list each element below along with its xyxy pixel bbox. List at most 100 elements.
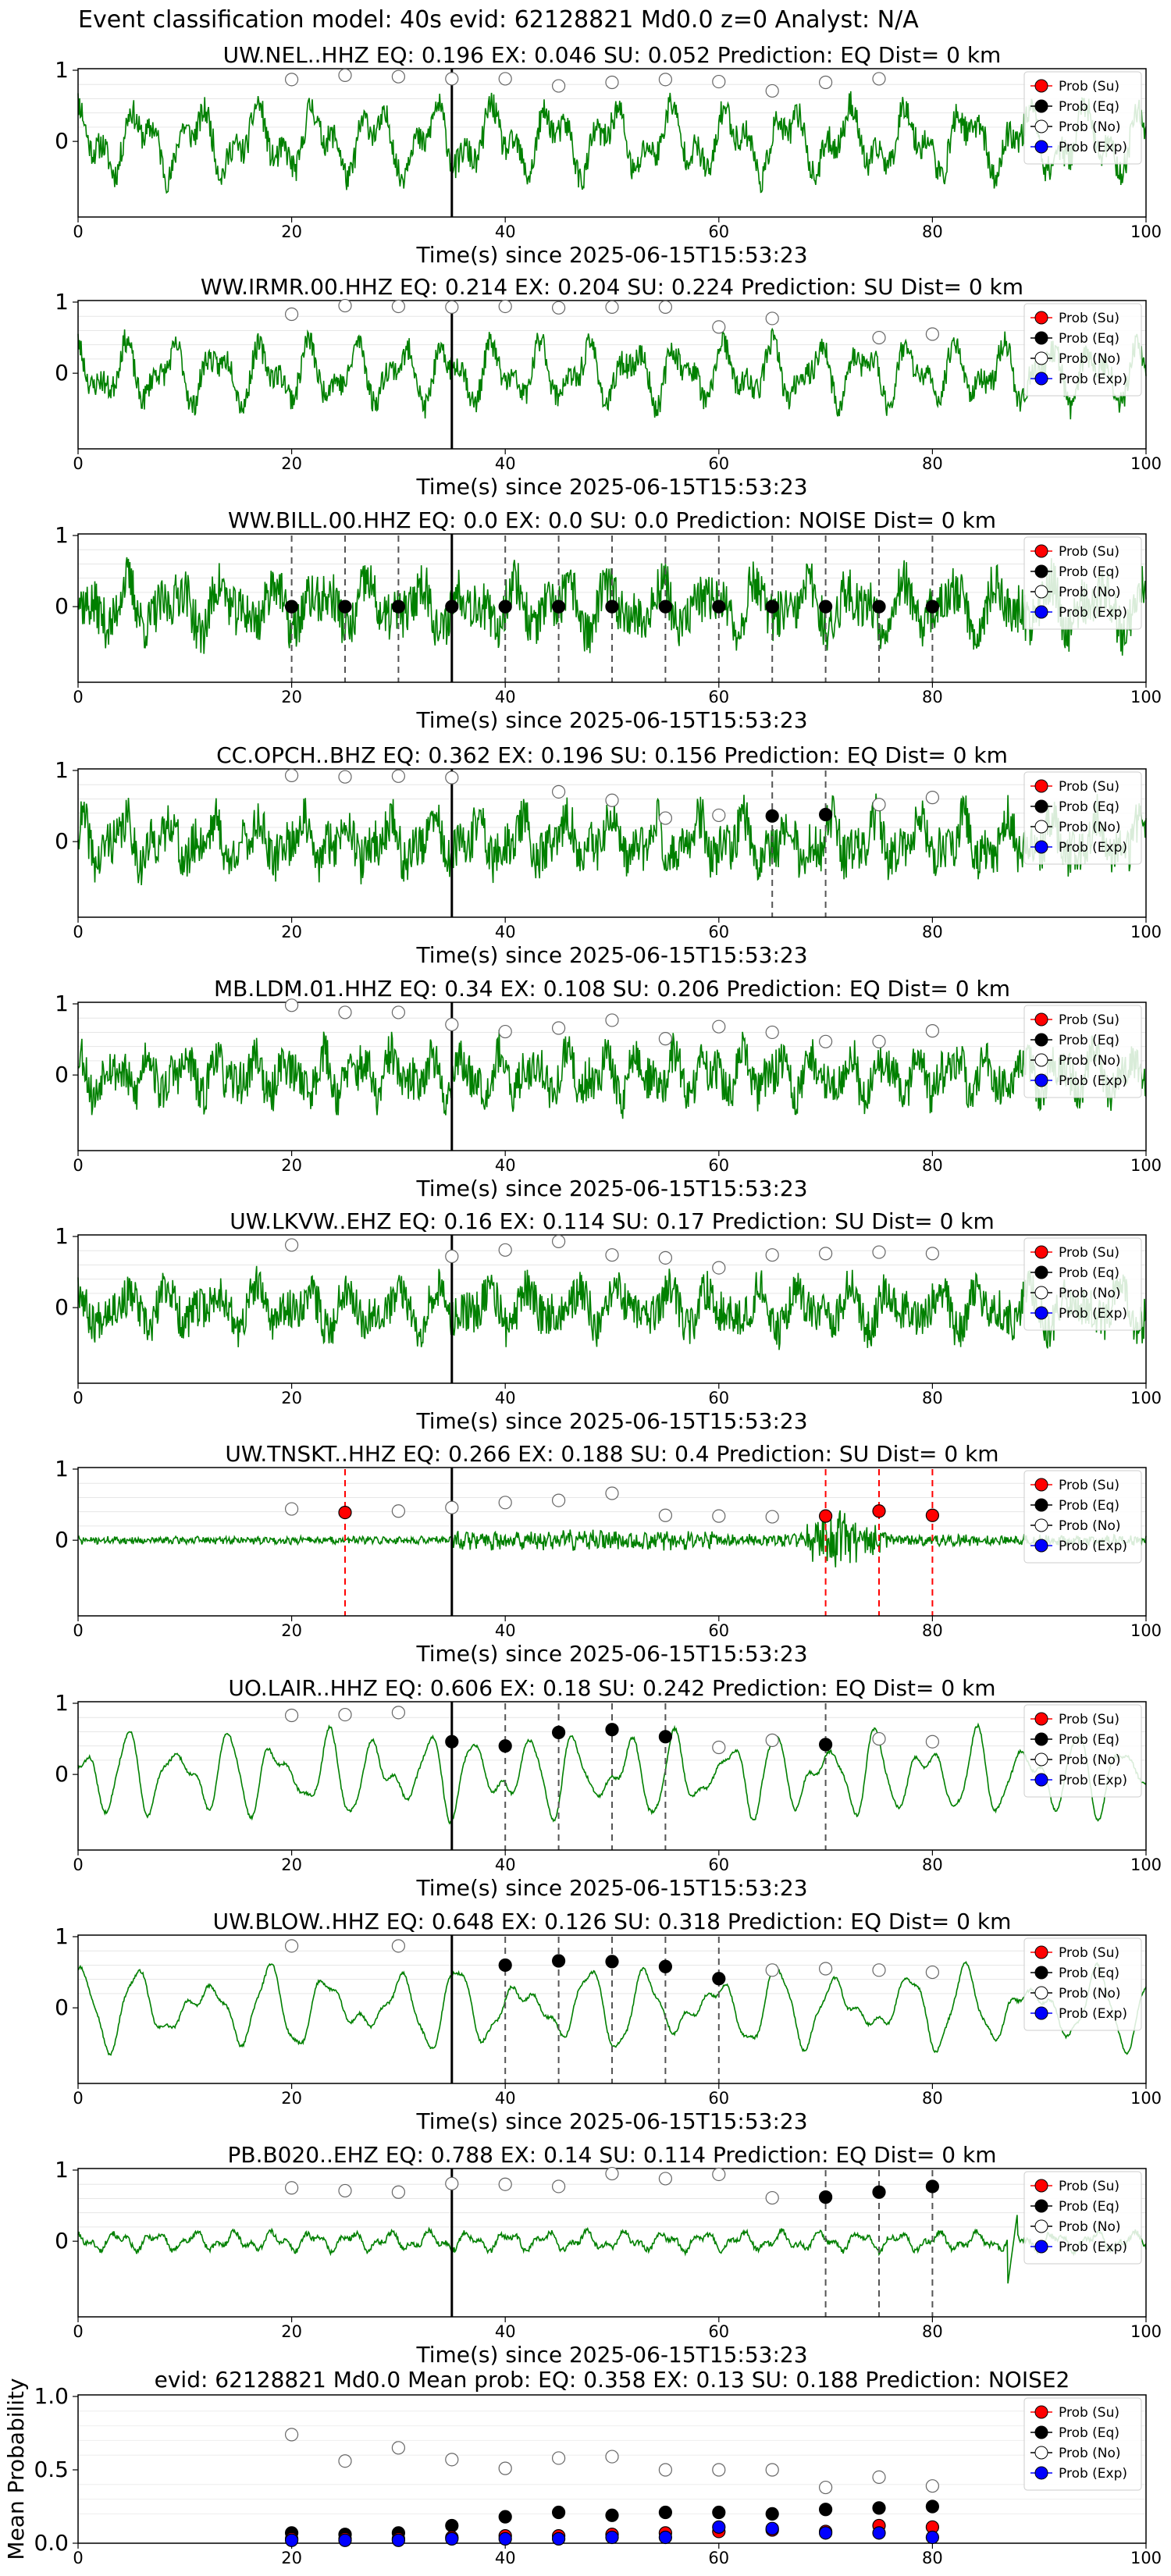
legend-marker-no [1034,1286,1048,1300]
waveform-trace [77,1265,1147,1350]
axes-frame [77,1467,1147,1617]
x-tick-label: 80 [922,1621,943,1640]
prob-no-marker [498,299,512,314]
x-tick-label: 80 [922,222,943,241]
x-tick-label: 100 [1130,2322,1162,2341]
prob-no-marker [285,2181,299,2195]
prob-eq-marker [605,2508,619,2522]
legend-marker-eq [1034,1033,1048,1047]
x-tick-label: 0 [73,2089,83,2108]
legend-marker-exp [1034,2466,1048,2480]
prob-eq-marker [818,807,833,822]
prob-eq-marker [391,600,405,614]
axes-frame [77,768,1147,918]
legend-marker-eq [1034,1498,1048,1512]
prob-eq-marker [818,2190,833,2204]
prob-no-marker [712,1509,726,1523]
x-axis-label: Time(s) since 2025-06-15T15:53:23 [415,942,807,968]
x-axis-label: Time(s) since 2025-06-15T15:53:23 [415,707,807,733]
prob-no-marker [391,1005,405,1019]
legend-label-eq: Prob (Eq) [1059,1966,1119,1981]
prob-no-marker [551,79,566,93]
legend-label-su: Prob (Su) [1059,79,1119,94]
prob-no-marker [765,2463,779,2477]
x-tick-label: 80 [922,688,943,706]
prob-no-marker [551,785,566,799]
panel-title: WW.BILL.00.HHZ EQ: 0.0 EX: 0.0 SU: 0.0 P… [228,507,996,533]
legend-marker-exp [1034,1539,1048,1553]
x-tick-label: 80 [922,2322,943,2341]
y-tick-label: 1 [55,757,69,783]
legend-marker-exp [1034,2240,1048,2254]
x-tick-label: 40 [495,688,516,706]
prob-no-marker [285,768,299,782]
prob-eq-marker [498,1739,512,1753]
prob-no-marker [712,2463,726,2477]
x-axis-label: Time(s) since 2025-06-15T15:53:23 [415,242,807,268]
x-tick-label: 40 [495,222,516,241]
prob-no-marker [872,2470,886,2484]
prob-eq-marker [712,2505,726,2520]
prob-no-marker [285,1238,299,1252]
prob-no-marker [498,72,512,86]
prob-no-marker [445,72,459,86]
station-panel: WW.BILL.00.HHZ EQ: 0.0 EX: 0.0 SU: 0.0 P… [55,507,1162,733]
legend-marker-eq [1034,1732,1048,1746]
prob-no-marker [605,1013,619,1027]
prob-exp-marker [445,2532,459,2546]
legend-label-su: Prob (Su) [1059,311,1119,326]
legend-label-eq: Prob (Eq) [1059,799,1119,815]
prob-eq-marker [498,2510,512,2524]
legend-marker-no [1034,1986,1048,2000]
legend-marker-no [1034,351,1048,365]
station-panel: UO.LAIR..HHZ EQ: 0.606 EX: 0.18 SU: 0.24… [55,1675,1162,1901]
legend-label-su: Prob (Su) [1059,2179,1119,2194]
y-tick-label: 0 [55,360,69,386]
prob-no-marker [765,311,779,326]
prob-exp-marker [712,2520,726,2534]
x-axis-label: Time(s) since 2025-06-15T15:53:23 [415,1641,807,1667]
axes-frame [77,300,1147,450]
prob-eq-marker [658,2505,673,2520]
prob-no-marker [498,1243,512,1257]
y-tick-label: 0 [55,1294,69,1320]
prob-eq-marker [285,600,299,614]
prob-no-marker [285,998,299,1012]
legend-marker-su [1034,544,1048,558]
prob-no-marker [765,84,779,98]
legend-label-eq: Prob (Eq) [1059,2199,1119,2215]
legend-label-eq: Prob (Eq) [1059,2425,1119,2441]
station-panel: CC.OPCH..BHZ EQ: 0.362 EX: 0.196 SU: 0.1… [55,742,1162,968]
x-tick-label: 60 [708,2322,729,2341]
x-tick-label: 20 [281,2322,302,2341]
x-tick-label: 100 [1130,1856,1162,1874]
legend-marker-su [1034,1245,1048,1259]
legend-label-no: Prob (No) [1059,1286,1121,1301]
prob-no-marker [338,1707,352,1722]
legend-marker-su [1034,1712,1048,1726]
legend-label-exp: Prob (Exp) [1059,1073,1127,1089]
x-tick-label: 20 [281,1621,302,1640]
y-tick-label: 1 [55,2157,69,2183]
prob-eq-marker [605,600,619,614]
prob-eq-marker [712,1972,726,1986]
prob-no-marker [338,2454,352,2468]
legend-box [1023,1937,1142,2031]
x-tick-label: 60 [708,923,729,941]
legend-label-su: Prob (Su) [1059,779,1119,795]
legend-marker-exp [1034,1773,1048,1787]
prob-no-marker [925,327,940,341]
legend-box [1023,1005,1142,1098]
prob-no-marker [605,2166,619,2181]
prob-su-marker [338,1505,352,1520]
prob-no-marker [391,69,405,84]
y-tick-label: 1 [55,289,69,315]
x-tick-label: 60 [708,1156,729,1175]
x-tick-label: 60 [708,2549,729,2567]
y-tick-label: 1 [55,522,69,548]
x-tick-label: 20 [281,2089,302,2108]
prob-no-marker [391,299,405,314]
x-tick-label: 20 [281,923,302,941]
legend-marker-eq [1034,2199,1048,2213]
prob-no-marker [285,1708,299,1723]
